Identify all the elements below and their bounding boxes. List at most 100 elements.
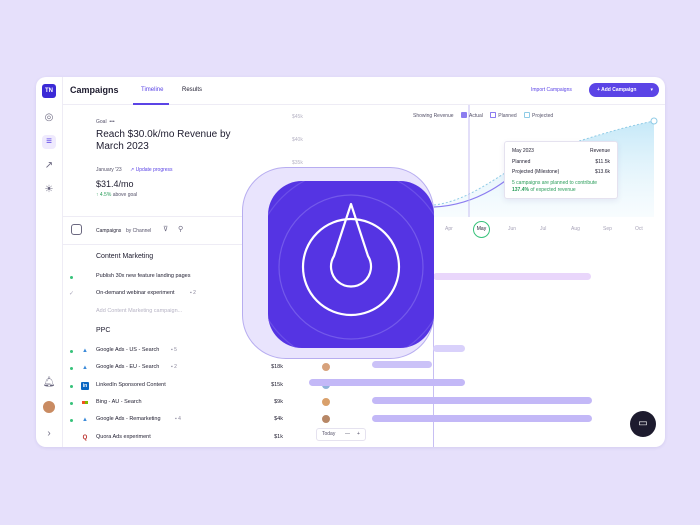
timeline-bar[interactable]	[372, 397, 592, 404]
campaign-amount: $9k	[274, 399, 283, 405]
list-item[interactable]: ✓ On-demand webinar experiment ▪ 2	[63, 289, 309, 303]
chat-icon: ▭	[638, 418, 648, 429]
y-tick: $35k	[292, 160, 303, 166]
google-ads-icon: ▲	[82, 365, 88, 371]
campaign-amount: $1k	[274, 434, 283, 440]
user-avatar[interactable]	[42, 400, 56, 414]
add-campaign-label: + Add Campaign	[597, 87, 637, 93]
campaigns-icon[interactable]: ≡	[42, 135, 56, 149]
quora-icon: Q	[82, 435, 88, 441]
zoom-out-button[interactable]: —	[345, 431, 350, 437]
chevron-down-icon[interactable]: ▾	[650, 87, 653, 93]
timeline-bar[interactable]	[433, 345, 465, 352]
goal-date: January '23	[96, 167, 122, 173]
timeline-gantt	[309, 243, 665, 447]
list-item[interactable]: Publish 30x new feature landing pages	[63, 272, 309, 286]
month-label[interactable]: Aug	[571, 226, 580, 232]
legend-actual[interactable]: Actual	[460, 112, 483, 119]
target-icon[interactable]: ◎	[44, 112, 54, 123]
data-point[interactable]	[650, 117, 658, 125]
chart-tooltip: May 2023 Revenue Planned $11.5k Projecte…	[504, 141, 618, 199]
tooltip-note: 5 campaigns are planned to contribute 13…	[512, 180, 598, 193]
campaign-amount: $15k	[271, 382, 283, 388]
month-label[interactable]: Jul	[540, 226, 547, 232]
campaign-name: Google Ads - Remarketing	[96, 416, 161, 422]
list-item[interactable]: ▲ Google Ads - Remarketing ▪ 4 $4k	[63, 414, 331, 429]
timeline-bar[interactable]	[372, 415, 592, 422]
add-campaign-placeholder: Add Content Marketing campaign...	[96, 308, 183, 314]
owner-avatar[interactable]	[321, 362, 331, 372]
tooltip-month: May 2023	[512, 148, 534, 154]
timeline-bar[interactable]	[372, 361, 432, 368]
delta-text: above goal	[112, 192, 138, 198]
status-dot	[70, 276, 73, 279]
update-progress-link[interactable]: ↗ Update progress	[130, 167, 173, 173]
month-axis: Apr May Jun Jul Aug Sep Oct	[309, 219, 665, 243]
owner-avatar[interactable]	[321, 397, 331, 407]
list-item[interactable]: in LinkedIn Sponsored Content $15k	[63, 380, 331, 395]
owner-avatar[interactable]	[321, 414, 331, 424]
list-item[interactable]: ▲ Google Ads - EU - Search ▪ 2 $18k	[63, 362, 331, 377]
campaign-name: Quora Ads experiment	[96, 434, 151, 440]
comment-icon: ▪	[171, 364, 173, 370]
goal-card: Goal ••• Reach $30.0k/mo Revenue by Marc…	[63, 105, 309, 217]
campaign-amount: $18k	[271, 364, 283, 370]
legend-showing[interactable]: Showing Revenue	[413, 113, 454, 119]
google-ads-icon: ▲	[82, 348, 88, 354]
section-ppc[interactable]: PPC	[96, 327, 111, 334]
list-title: Campaigns	[96, 228, 122, 234]
group-by-select[interactable]: by Channel	[126, 228, 152, 234]
lightbulb-icon[interactable]: ☀	[44, 184, 54, 195]
status-dot	[70, 402, 73, 405]
status-dot	[70, 385, 73, 388]
zoom-control: Today — +	[316, 428, 366, 441]
bell-icon[interactable]: 🔔︎	[42, 377, 56, 388]
workspace-logo[interactable]: TN	[42, 84, 56, 98]
list-item[interactable]: Bing - AU - Search $9k	[63, 397, 331, 412]
add-campaign-button[interactable]: + Add Campaign ▾	[589, 83, 659, 97]
add-campaign-row[interactable]: Add Content Marketing campaign...	[63, 307, 309, 321]
month-label[interactable]: Oct	[635, 226, 643, 232]
goal-menu-icon[interactable]: •••	[109, 119, 115, 125]
goal-label: Goal •••	[96, 119, 115, 125]
timeline-bar[interactable]	[433, 273, 591, 280]
today-button[interactable]: Today	[322, 431, 336, 437]
y-tick: $40k	[292, 137, 303, 143]
zoom-in-button[interactable]: +	[357, 431, 360, 437]
month-label[interactable]: Apr	[445, 226, 453, 232]
tab-timeline[interactable]: Timeline	[141, 87, 164, 93]
timeline-bar[interactable]	[309, 379, 465, 386]
campaign-name: Bing - AU - Search	[96, 399, 142, 405]
campaign-name: Publish 30x new feature landing pages	[96, 273, 191, 279]
campaign-name: On-demand webinar experiment	[96, 290, 175, 296]
list-item[interactable]: Q Quora Ads experiment $1k	[63, 432, 331, 447]
tab-results[interactable]: Results	[182, 87, 203, 93]
google-ads-icon: ▲	[82, 417, 88, 423]
month-label-active[interactable]: May	[473, 221, 490, 238]
tooltip-planned-label: Planned	[512, 159, 531, 165]
tooltip-header: Revenue	[589, 148, 610, 154]
revenue-chart: $45k $40k $35k Showing Revenue Actual Pl…	[292, 105, 665, 217]
month-label[interactable]: Sep	[603, 226, 612, 232]
legend-projected[interactable]: Projected	[524, 112, 553, 119]
tooltip-planned-value: $11.5k	[595, 159, 610, 165]
import-campaigns-link[interactable]: Import Campaigns	[531, 87, 572, 93]
expand-rail-icon[interactable]: ›	[47, 428, 51, 439]
trend-icon[interactable]: ↗	[44, 160, 54, 171]
section-content-marketing[interactable]: Content Marketing	[96, 253, 154, 260]
delta-percent: ↑ 4.5%	[96, 192, 112, 198]
page-title: Campaigns	[70, 85, 119, 95]
linkedin-icon: in	[81, 382, 89, 390]
month-label[interactable]: Jun	[508, 226, 517, 232]
comment-icon: ▪	[190, 290, 192, 296]
chat-button[interactable]: ▭	[630, 411, 656, 437]
search-icon[interactable]: ⚲	[178, 226, 184, 233]
legend-planned[interactable]: Planned	[490, 112, 517, 119]
filter-icon[interactable]: ⊽	[163, 226, 169, 233]
tooltip-projected-label: Projected (Milestone)	[512, 169, 560, 175]
app-icon	[268, 181, 434, 348]
group-icon[interactable]	[71, 224, 82, 235]
chart-legend: Showing Revenue Actual Planned Projected	[413, 112, 559, 119]
active-tab-indicator	[133, 103, 169, 105]
app-window: TN ◎ ≡ ↗ ☀ 🔔︎ › Campaigns Timeline Resul…	[36, 77, 665, 447]
